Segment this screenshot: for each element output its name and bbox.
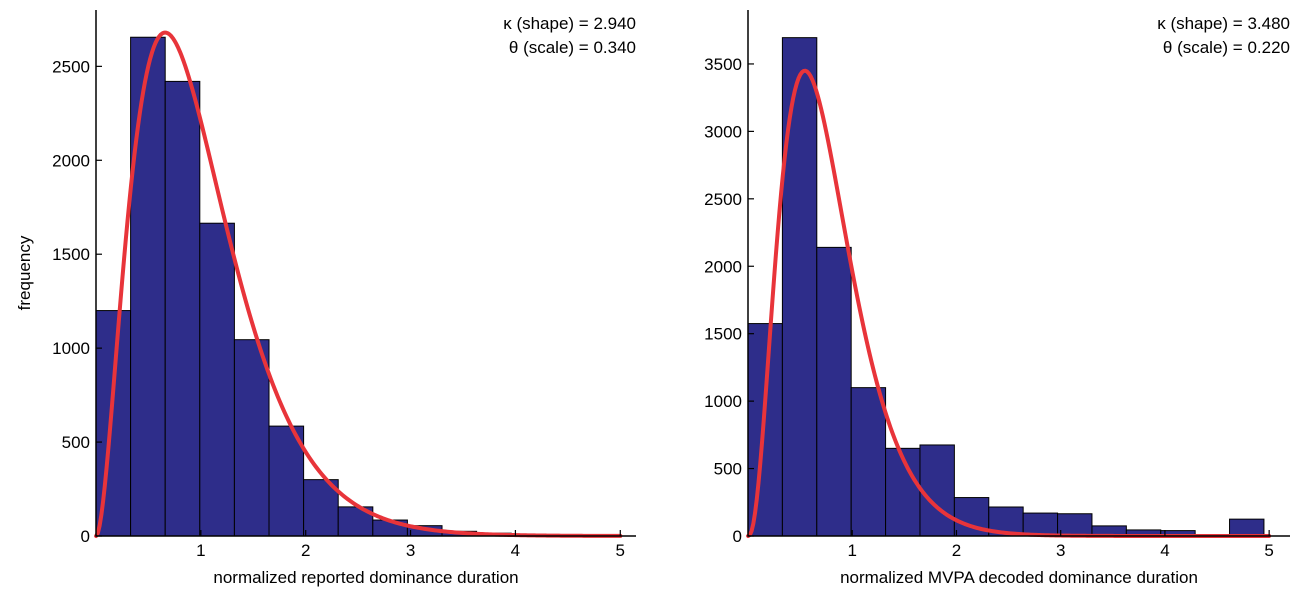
histogram-bars	[747, 37, 1265, 537]
histogram-panel-reported: 1 2 3 4 5 0 500 1000 1500 2000 2500 normalized re…	[15, 10, 636, 587]
x-tick-label: 5	[1264, 541, 1273, 560]
y-ticks: 0 500 1000 1500 2000 2500 3000 3500	[704, 55, 754, 546]
histogram-bar	[1022, 512, 1059, 537]
shape-annotation: κ (shape) = 3.480	[1157, 14, 1290, 33]
x-ticks: 1 2 3 4 5	[196, 530, 625, 560]
y-axis-title: frequency	[15, 235, 34, 310]
histogram-bar	[885, 447, 921, 537]
y-tick-label: 3500	[704, 55, 742, 74]
x-axis-title: normalized reported dominance duration	[213, 568, 518, 587]
x-ticks: 1 2 3 4 5	[847, 530, 1274, 560]
x-tick-label: 4	[511, 541, 520, 560]
histogram-bar	[781, 37, 818, 537]
x-tick-label: 3	[406, 541, 415, 560]
histogram-bars	[95, 36, 616, 537]
x-tick-label: 3	[1056, 541, 1065, 560]
y-tick-label: 3000	[704, 122, 742, 141]
x-tick-label: 2	[952, 541, 961, 560]
y-tick-label: 2000	[704, 257, 742, 276]
scale-annotation: θ (scale) = 0.340	[509, 38, 636, 57]
y-tick-label: 1500	[704, 325, 742, 344]
histogram-bar	[268, 425, 305, 537]
y-tick-label: 1000	[704, 392, 742, 411]
shape-annotation: κ (shape) = 2.940	[503, 14, 636, 33]
y-tick-label: 0	[81, 527, 90, 546]
x-tick-label: 2	[301, 541, 310, 560]
y-tick-label: 2500	[704, 190, 742, 209]
histogram-bar	[1229, 518, 1265, 537]
x-axis-title: normalized MVPA decoded dominance durati…	[840, 568, 1198, 587]
y-ticks: 0 500 1000 1500 2000 2500	[52, 57, 102, 546]
y-tick-label: 2000	[52, 151, 90, 170]
x-tick-label: 5	[616, 541, 625, 560]
y-tick-label: 500	[62, 433, 90, 452]
histogram-bar	[164, 80, 201, 537]
y-tick-label: 1000	[52, 339, 90, 358]
histogram-bar	[1057, 513, 1093, 537]
histogram-bar	[233, 339, 270, 537]
histogram-bar	[130, 36, 166, 537]
y-tick-label: 0	[733, 527, 742, 546]
y-tick-label: 2500	[52, 57, 90, 76]
histogram-bar	[199, 222, 235, 537]
x-tick-label: 1	[847, 541, 856, 560]
histogram-bar	[816, 246, 852, 537]
x-tick-label: 4	[1160, 541, 1169, 560]
x-tick-label: 1	[196, 541, 205, 560]
histogram-bar	[747, 323, 783, 537]
histogram-bar	[850, 387, 887, 537]
y-tick-label: 1500	[52, 245, 90, 264]
y-tick-label: 500	[714, 460, 742, 479]
histogram-panel-mvpa: 1 2 3 4 5 0 500 1000 1500 2000 2500 3000 3500 norma…	[704, 10, 1290, 587]
histogram-bar	[919, 444, 955, 537]
scale-annotation: θ (scale) = 0.220	[1163, 38, 1290, 57]
